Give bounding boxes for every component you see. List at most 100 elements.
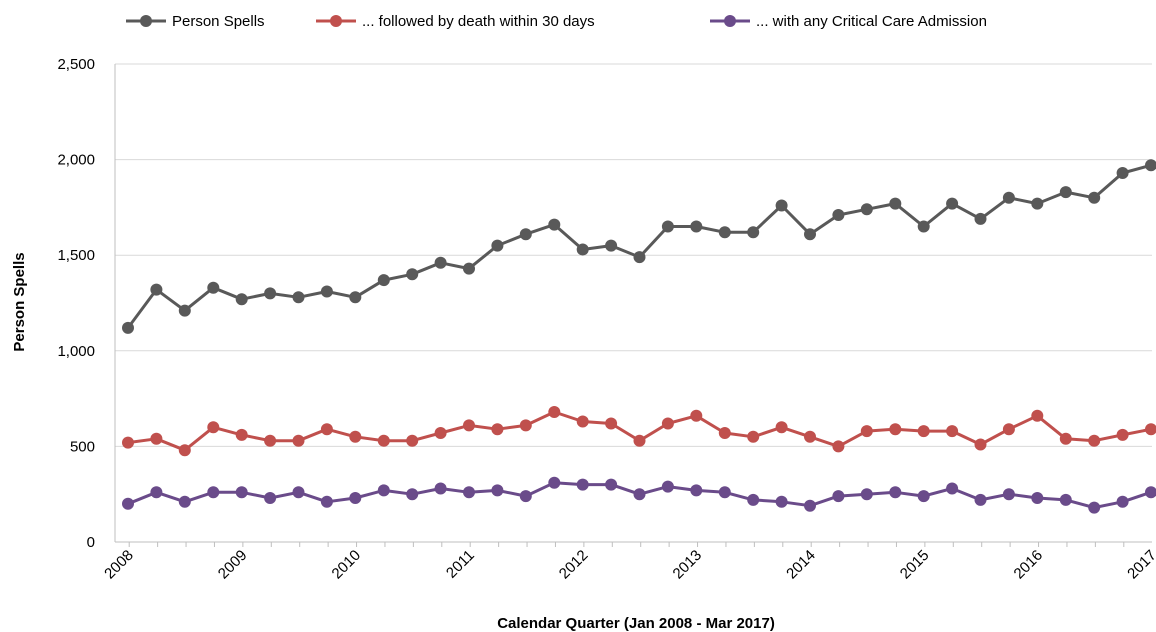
data-point xyxy=(377,274,390,287)
x-tick-label: 2015 xyxy=(897,547,933,583)
y-tick-label: 1,000 xyxy=(57,343,95,360)
data-point xyxy=(122,436,134,449)
data-point xyxy=(122,497,134,510)
data-point xyxy=(519,419,532,432)
legend-marker xyxy=(724,15,736,27)
data-point xyxy=(463,486,475,499)
series-0 xyxy=(122,159,1156,334)
data-point xyxy=(718,486,731,499)
data-point xyxy=(434,427,447,439)
x-axis-title: Calendar Quarter (Jan 2008 - Mar 2017) xyxy=(497,615,775,632)
data-point xyxy=(406,268,419,281)
data-point xyxy=(974,212,987,225)
data-point xyxy=(860,425,873,438)
data-point xyxy=(463,419,475,432)
legend-label: ... followed by death within 30 days xyxy=(362,13,595,30)
data-point xyxy=(832,490,845,503)
data-point xyxy=(235,428,248,441)
legend-item: ... with any Critical Care Admission xyxy=(710,13,987,30)
data-point xyxy=(1059,432,1072,445)
data-point xyxy=(1031,409,1044,422)
data-point xyxy=(178,495,191,508)
data-point xyxy=(122,321,134,334)
data-point xyxy=(747,493,760,506)
x-tick-label: 2011 xyxy=(443,547,478,582)
x-tick-label: 2017 xyxy=(1124,547,1156,583)
data-point xyxy=(207,421,220,434)
data-point xyxy=(320,495,333,508)
data-point xyxy=(860,488,873,501)
data-point xyxy=(1002,423,1015,436)
data-point xyxy=(576,478,589,491)
data-point xyxy=(1031,492,1044,504)
data-point xyxy=(747,430,760,443)
data-point xyxy=(832,209,845,221)
data-point xyxy=(860,203,873,216)
data-point xyxy=(235,486,248,499)
data-point xyxy=(832,440,845,453)
data-point xyxy=(747,226,760,239)
legend: Person Spells ... followed by death withi… xyxy=(126,13,987,30)
y-tick-label: 500 xyxy=(70,438,95,455)
data-point xyxy=(519,490,532,503)
data-point xyxy=(150,432,163,445)
legend-item: ... followed by death within 30 days xyxy=(316,13,595,30)
y-tick-label: 0 xyxy=(87,534,95,551)
x-tick-label: 2008 xyxy=(101,547,137,583)
data-point xyxy=(1088,434,1101,447)
data-point xyxy=(491,239,504,252)
data-point xyxy=(889,486,902,499)
data-point xyxy=(150,283,163,296)
x-tick-label: 2016 xyxy=(1011,547,1047,583)
x-tick-label: 2013 xyxy=(670,547,706,583)
data-point xyxy=(1145,159,1156,172)
data-point xyxy=(264,287,277,300)
data-point xyxy=(406,488,419,501)
data-point xyxy=(320,423,333,436)
data-point xyxy=(1002,191,1015,204)
axes xyxy=(114,64,1152,547)
data-point xyxy=(576,415,589,428)
data-point xyxy=(1145,486,1156,499)
data-point xyxy=(576,243,589,256)
data-point xyxy=(917,490,930,503)
data-point xyxy=(1002,488,1015,501)
data-point xyxy=(718,226,731,239)
series-2 xyxy=(122,476,1156,514)
data-point xyxy=(718,427,731,439)
data-point xyxy=(605,478,618,491)
data-point xyxy=(264,434,277,447)
data-point xyxy=(775,199,788,212)
data-point xyxy=(946,197,959,210)
data-point xyxy=(775,421,788,434)
x-tick-label: 2012 xyxy=(556,547,592,583)
data-point xyxy=(349,430,362,443)
data-point xyxy=(207,281,220,294)
legend-label: Person Spells xyxy=(172,13,265,30)
x-tick-label: 2014 xyxy=(783,547,819,583)
data-point xyxy=(1116,428,1129,441)
legend-label: ... with any Critical Care Admission xyxy=(756,13,987,30)
data-point xyxy=(1116,167,1129,179)
data-point xyxy=(974,438,987,451)
data-point xyxy=(661,480,674,493)
data-point xyxy=(804,430,816,443)
data-point xyxy=(491,423,504,436)
data-point xyxy=(1088,501,1101,514)
data-point xyxy=(377,434,390,447)
series-layer xyxy=(122,159,1156,514)
data-point xyxy=(292,291,305,304)
series-line xyxy=(126,163,1152,329)
data-point xyxy=(434,482,447,495)
legend-marker xyxy=(330,15,342,27)
data-point xyxy=(292,486,305,499)
data-point xyxy=(519,228,532,241)
series-1 xyxy=(122,406,1156,457)
y-axis-ticks: 0 500 1,000 1,500 2,000 2,500 xyxy=(57,56,95,551)
data-point xyxy=(264,492,277,504)
x-axis-ticks: 2008 2009 2010 2011 2012 2013 2014 2015 2016 2017 xyxy=(101,547,1156,583)
data-point xyxy=(661,220,674,233)
data-point xyxy=(178,304,191,317)
data-point xyxy=(292,434,305,447)
